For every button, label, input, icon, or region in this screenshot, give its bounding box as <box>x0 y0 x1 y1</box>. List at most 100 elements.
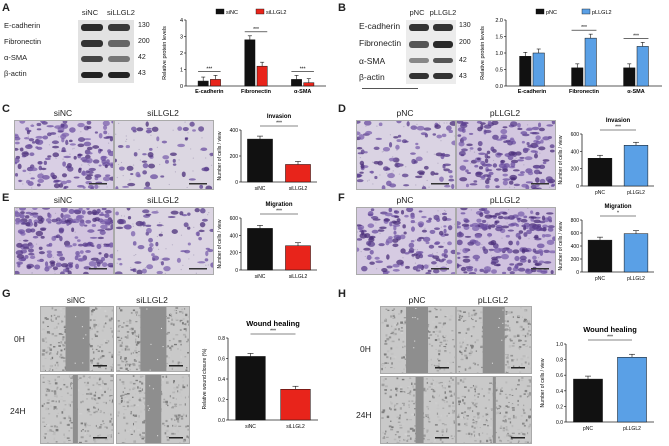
significance-label: *** <box>276 209 282 215</box>
bar <box>617 357 647 423</box>
y-tick-label: 0.8 <box>556 358 563 364</box>
wound-micrograph <box>116 374 190 444</box>
panel-letter-h: H <box>338 288 346 300</box>
bar-chart-g: Wound healing 0.0 0.2 0.4 0.6 0.8 Relative wou… <box>202 319 318 430</box>
x-tick-label: siLLGL2 <box>289 186 308 192</box>
panel-letter-d: D <box>338 103 346 115</box>
invasion-micrograph <box>14 120 114 190</box>
legend-swatch <box>255 8 265 15</box>
chart-title: Wound healing <box>246 319 300 328</box>
wound-micrograph <box>456 376 532 444</box>
y-tick-label: 0 <box>576 184 579 190</box>
bar <box>303 82 315 87</box>
y-tick-label: 0.0 <box>218 418 225 424</box>
bar <box>584 37 597 87</box>
x-tick-label: pLLGL2 <box>627 276 645 282</box>
y-tick-label: 0.0 <box>556 420 563 426</box>
x-tick-label: siNC <box>255 186 266 192</box>
legend-label: siLLGL2 <box>266 10 287 16</box>
panel-letter-f: F <box>338 192 345 204</box>
y-tick-label: 400 <box>230 128 239 134</box>
image-label: siLLGL2 <box>147 195 179 205</box>
lane-label: pLLGL2 <box>429 8 457 17</box>
y-tick-label: 400 <box>230 233 239 239</box>
y-tick-label: 0.4 <box>218 377 225 383</box>
legend-swatch <box>581 8 591 15</box>
panel-letter-c: C <box>2 103 10 115</box>
bar <box>623 233 649 273</box>
bar <box>291 79 302 87</box>
significance-label: *** <box>300 66 306 72</box>
blot-label: α-SMA <box>4 53 28 62</box>
bar <box>280 389 311 421</box>
image-label: pNC <box>396 108 414 118</box>
image-label: pNC <box>408 295 426 305</box>
blot-label: Fibronectin <box>359 38 402 48</box>
x-tick-label: pLLGL2 <box>623 426 641 432</box>
bar-chart-b: 0.0 0.5 1.0 1.5 2.0 Relative protein levels E-… <box>480 8 662 95</box>
y-tick-label: 2 <box>180 51 183 57</box>
y-tick-label: 600 <box>571 132 580 138</box>
y-tick-label: 600 <box>571 231 580 237</box>
panel-letter-e: E <box>2 192 10 204</box>
legend-label: pNC <box>546 10 557 16</box>
y-axis-label: Relative protein levels <box>162 26 168 80</box>
image-label: pNC <box>396 195 414 205</box>
significance-label: * <box>617 211 619 217</box>
y-tick-label: 200 <box>571 257 580 263</box>
x-tick-label: Fibronectin <box>241 89 272 95</box>
x-tick-label: E-cadherin <box>518 89 547 95</box>
y-tick-label: 0.0 <box>495 84 503 90</box>
y-tick-label: 1.5 <box>495 35 503 41</box>
y-tick-label: 800 <box>571 218 580 224</box>
bar-chart-f: Migration 0 200 400 600 800 Number of cells / … <box>558 204 654 282</box>
wound-micrograph <box>40 306 114 372</box>
kda-label: 200 <box>138 38 150 45</box>
x-tick-label: pLLGL2 <box>627 190 645 196</box>
significance-label: *** <box>276 121 282 127</box>
bar <box>285 164 311 183</box>
y-axis-label: Number of cells / view <box>217 131 223 180</box>
bar <box>636 46 649 87</box>
image-label: siLLGL2 <box>136 295 168 305</box>
x-tick-label: Fibronectin <box>569 89 600 95</box>
bar-chart-c: Invasion 0 200 400 Number of cells / view siN… <box>217 114 317 192</box>
x-tick-label: α-SMA <box>627 89 644 95</box>
chart-title: Migration <box>605 204 632 210</box>
y-tick-label: 0.6 <box>556 373 563 379</box>
significance-label: *** <box>615 125 621 131</box>
y-tick-label: 0.2 <box>218 398 225 404</box>
wound-micrograph <box>40 374 114 444</box>
migration-micrograph <box>14 207 114 275</box>
migration-micrograph <box>114 207 214 275</box>
blot-label: E-cadherin <box>4 21 41 30</box>
y-tick-label: 600 <box>230 216 239 222</box>
x-tick-label: siNC <box>245 424 256 430</box>
y-tick-label: 400 <box>571 149 580 155</box>
kda-label: 43 <box>138 70 146 77</box>
row-label: 24H <box>10 406 26 416</box>
y-tick-label: 0.4 <box>556 389 563 395</box>
legend-swatch <box>215 8 225 15</box>
y-tick-label: 4 <box>180 18 183 24</box>
x-tick-label: α-SMA <box>294 89 311 95</box>
migration-micrograph <box>356 207 456 275</box>
bar <box>587 158 613 187</box>
y-tick-label: 0 <box>235 268 238 274</box>
y-tick-label: 200 <box>230 251 239 257</box>
y-tick-label: 0.8 <box>218 336 225 342</box>
image-label: siNC <box>53 195 73 205</box>
kda-label: 130 <box>459 22 471 29</box>
y-tick-label: 0 <box>235 180 238 186</box>
bar <box>247 138 273 183</box>
bar <box>210 79 221 87</box>
kda-label: 42 <box>459 57 467 64</box>
wound-micrograph <box>380 306 456 374</box>
y-axis-label: Number of cells / view <box>558 135 564 184</box>
lane-label: siNC <box>81 8 99 17</box>
y-tick-label: 0.6 <box>218 357 225 363</box>
western-blot <box>406 20 456 84</box>
image-label: siLLGL2 <box>147 108 179 118</box>
blot-label: E-cadherin <box>359 21 401 31</box>
invasion-micrograph <box>356 120 456 190</box>
